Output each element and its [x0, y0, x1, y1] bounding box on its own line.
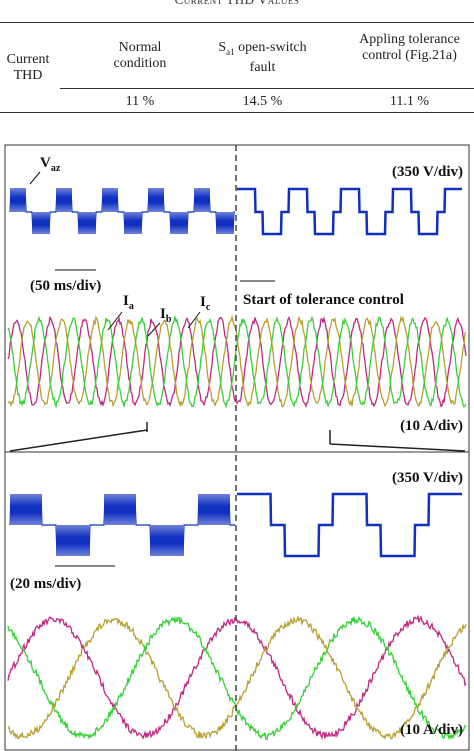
zoom-line — [329, 443, 466, 452]
label-sub: a — [129, 301, 134, 312]
table-rule — [60, 88, 474, 89]
waveforms — [7, 187, 467, 741]
label-ic: Ic — [200, 294, 211, 313]
label-ia: Ia — [123, 293, 134, 312]
label-main: I — [160, 306, 166, 322]
label-sub: c — [206, 302, 211, 313]
scale-label: (10 A/div) — [400, 722, 463, 738]
time-label: (50 ms/div) — [30, 278, 101, 294]
header-cell: Current THD — [6, 52, 50, 83]
pointer — [187, 311, 201, 329]
pointer — [29, 171, 41, 185]
zoom-line — [9, 429, 148, 452]
pointer — [147, 322, 161, 337]
time-label: (20 ms/div) — [10, 576, 81, 592]
current-trace — [7, 314, 467, 409]
header-cell: Normal condition — [113, 40, 167, 71]
table-caption: Current THD Values — [0, 0, 474, 8]
header-sub: a1 — [226, 46, 235, 57]
label-sub: az — [51, 163, 61, 174]
current-trace — [7, 614, 467, 741]
data-cell: 14.5 % — [242, 94, 283, 109]
label-main: I — [123, 293, 129, 309]
current-trace — [7, 615, 467, 741]
header-text: S — [218, 40, 227, 55]
voltage-trace — [9, 493, 235, 557]
label-ib: Ib — [160, 306, 172, 325]
voltage-trace — [237, 492, 462, 558]
label-main: V — [40, 155, 51, 171]
current-trace — [7, 315, 467, 409]
data-cell: 11 % — [125, 94, 155, 109]
voltage-trace — [9, 187, 235, 235]
scale-label: (350 V/div) — [392, 470, 463, 486]
scale-label: (10 A/div) — [400, 418, 463, 434]
header-text: open-switch fault — [234, 40, 307, 75]
pointer — [107, 311, 123, 331]
label-vaz: Vaz — [40, 155, 61, 174]
header-cell: Sa1 open-switch fault — [205, 40, 320, 76]
event-label: Start of tolerance control — [243, 292, 404, 308]
voltage-trace — [237, 187, 462, 236]
current-trace — [7, 615, 467, 740]
data-cell: 11.1 % — [389, 94, 430, 109]
label-sub: b — [166, 314, 172, 325]
label-main: I — [200, 294, 206, 310]
scale-label: (350 V/div) — [392, 164, 463, 180]
table-rule — [0, 112, 474, 113]
table-rule — [0, 22, 474, 23]
header-cell: Appling tolerance control (Fig.21a) — [359, 32, 460, 63]
